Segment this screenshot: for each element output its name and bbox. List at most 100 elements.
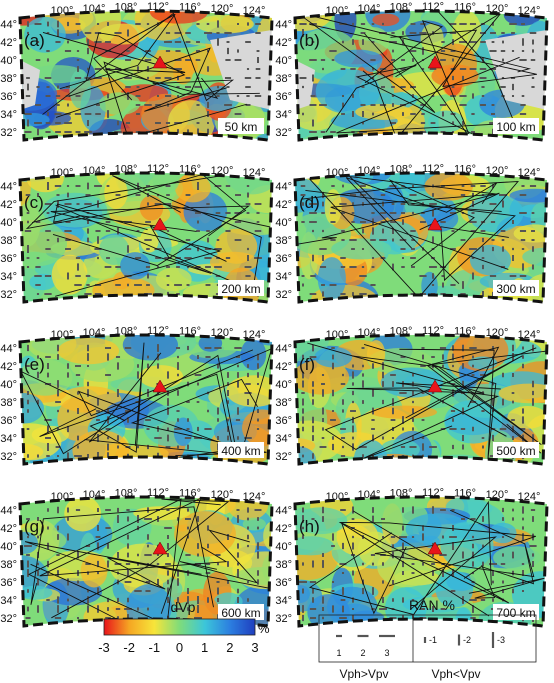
longitude-tick-label: 112° [422, 487, 444, 499]
longitude-tick-label: 100° [51, 329, 74, 341]
ran-horizontal-caption: Vph>Vpv [339, 667, 388, 681]
map-panel: 100° 104° 108° 112° 116° 120° 124° 44° 42° 40° 38°… [275, 325, 549, 466]
longitude-tick-label: 112° [147, 163, 169, 175]
colorbar-tick-label: -1 [149, 640, 161, 655]
station-triangle-icon [427, 541, 443, 555]
panel-letter: (b) [299, 31, 320, 50]
longitude-tick-label: 108° [390, 2, 413, 14]
map-frame [18, 171, 274, 304]
colorbar-tick-label: 0 [176, 640, 183, 655]
map-panel: 100° 104° 108° 112° 116° 120° 124° 44° 42° 40° 38°… [0, 163, 274, 304]
longitude-tick-label: 124° [243, 491, 266, 503]
longitude-tick-label: 104° [358, 327, 381, 339]
map-frame [18, 333, 274, 466]
longitude-tick-label: 124° [243, 329, 266, 341]
longitude-tick-label: 108° [115, 326, 138, 338]
latitude-tick-label: 40° [0, 217, 17, 229]
map-frame [293, 495, 549, 628]
longitude-tick-label: 116° [179, 488, 201, 500]
longitude-tick-label: 116° [454, 326, 476, 338]
depth-label: 500 km [496, 444, 535, 458]
depth-label-box [493, 118, 539, 134]
colorbar-gradient [103, 618, 256, 636]
longitude-tick-label: 100° [326, 167, 349, 179]
colorbar-tick-label: 1 [201, 640, 208, 655]
ran-vertical-value: -2 [463, 635, 471, 645]
ran-vertical-caption: Vph<Vpv [431, 667, 480, 681]
latitude-tick-label: 42° [275, 361, 292, 373]
latitude-tick-label: 38° [275, 397, 292, 409]
map-frame [293, 333, 549, 466]
latitude-tick-label: 36° [0, 577, 17, 589]
latitude-tick-label: 34° [275, 271, 292, 283]
longitude-tick-label: 100° [326, 329, 349, 341]
longitude-tick-label: 108° [390, 164, 413, 176]
ran-horizontal-symbols: 1 2 3 [336, 634, 395, 658]
latitude-tick-label: 40° [0, 55, 17, 67]
longitude-tick-label: 116° [179, 2, 201, 14]
station-triangle-icon [152, 217, 168, 231]
depth-label-box [218, 118, 264, 134]
latitude-tick-label: 44° [0, 181, 17, 193]
longitude-tick-label: 112° [147, 325, 169, 337]
longitude-tick-label: 100° [326, 491, 349, 503]
map-frame [18, 9, 274, 142]
depth-label-box [493, 442, 539, 458]
latitude-tick-label: 42° [0, 199, 17, 211]
longitude-tick-label: 104° [358, 489, 381, 501]
latitude-tick-label: 36° [0, 253, 17, 265]
longitude-tick-label: 112° [147, 487, 169, 499]
latitude-tick-label: 36° [275, 91, 292, 103]
longitude-tick-label: 124° [518, 491, 541, 503]
colorbar-unit: % [258, 621, 270, 636]
latitude-tick-label: 32° [275, 127, 292, 139]
ran-legend-title: RAN % [409, 597, 455, 613]
latitude-tick-label: 32° [275, 289, 292, 301]
colorbar-ticks: -3 -2 -1 0 1 2 3 [98, 640, 258, 655]
panel-letter: (h) [299, 517, 320, 536]
longitude-tick-label: 120° [211, 3, 234, 15]
latitude-tick-label: 40° [275, 217, 292, 229]
depth-label: 200 km [221, 282, 260, 296]
latitude-tick-label: 38° [275, 559, 292, 571]
depth-label-box [493, 604, 539, 620]
latitude-tick-label: 32° [0, 451, 17, 463]
map-panel: 100° 104° 108° 112° 116° 120° 124° 44° 42° 40° 38°… [0, 325, 274, 466]
panel-letter: (f) [299, 355, 315, 374]
colorbar-title: dVp [171, 599, 196, 615]
longitude-tick-label: 116° [454, 164, 476, 176]
ran-legend: RAN % 1 2 3 -1 -2 -3 Vph>Vpv Vph<Vpv [318, 597, 537, 681]
ran-horizontal-value: 2 [360, 648, 365, 658]
latitude-tick-label: 36° [0, 91, 17, 103]
latitude-tick-label: 40° [0, 379, 17, 391]
latitude-tick-label: 32° [0, 127, 17, 139]
longitude-tick-label: 100° [51, 167, 74, 179]
longitude-tick-label: 104° [83, 3, 106, 15]
latitude-tick-label: 34° [0, 595, 17, 607]
longitude-tick-label: 104° [83, 489, 106, 501]
colorbar: dVp % -3 -2 -1 0 1 2 3 [98, 599, 270, 655]
depth-label-box [218, 442, 264, 458]
depth-label-box [493, 280, 539, 296]
longitude-tick-label: 120° [211, 489, 234, 501]
map-panels: 100° 104° 108° 112° 116° 120° 124° 44° 42° 40° 38°… [0, 1, 549, 628]
latitude-tick-label: 32° [0, 613, 17, 625]
latitude-tick-label: 42° [0, 361, 17, 373]
map-frame [293, 9, 549, 142]
latitude-tick-label: 38° [275, 73, 292, 85]
longitude-tick-label: 104° [83, 165, 106, 177]
latitude-tick-label: 38° [0, 559, 17, 571]
latitude-tick-label: 32° [0, 289, 17, 301]
colorbar-tick-label: 3 [251, 640, 258, 655]
latitude-tick-label: 34° [0, 433, 17, 445]
longitude-tick-label: 116° [179, 164, 201, 176]
longitude-tick-label: 124° [518, 167, 541, 179]
latitude-tick-label: 36° [275, 415, 292, 427]
latitude-tick-label: 40° [275, 55, 292, 67]
depth-label: 700 km [496, 606, 535, 620]
panel-letter: (c) [24, 193, 44, 212]
latitude-tick-label: 42° [275, 37, 292, 49]
longitude-tick-label: 120° [486, 165, 509, 177]
longitude-tick-label: 100° [326, 5, 349, 17]
latitude-tick-label: 42° [275, 199, 292, 211]
